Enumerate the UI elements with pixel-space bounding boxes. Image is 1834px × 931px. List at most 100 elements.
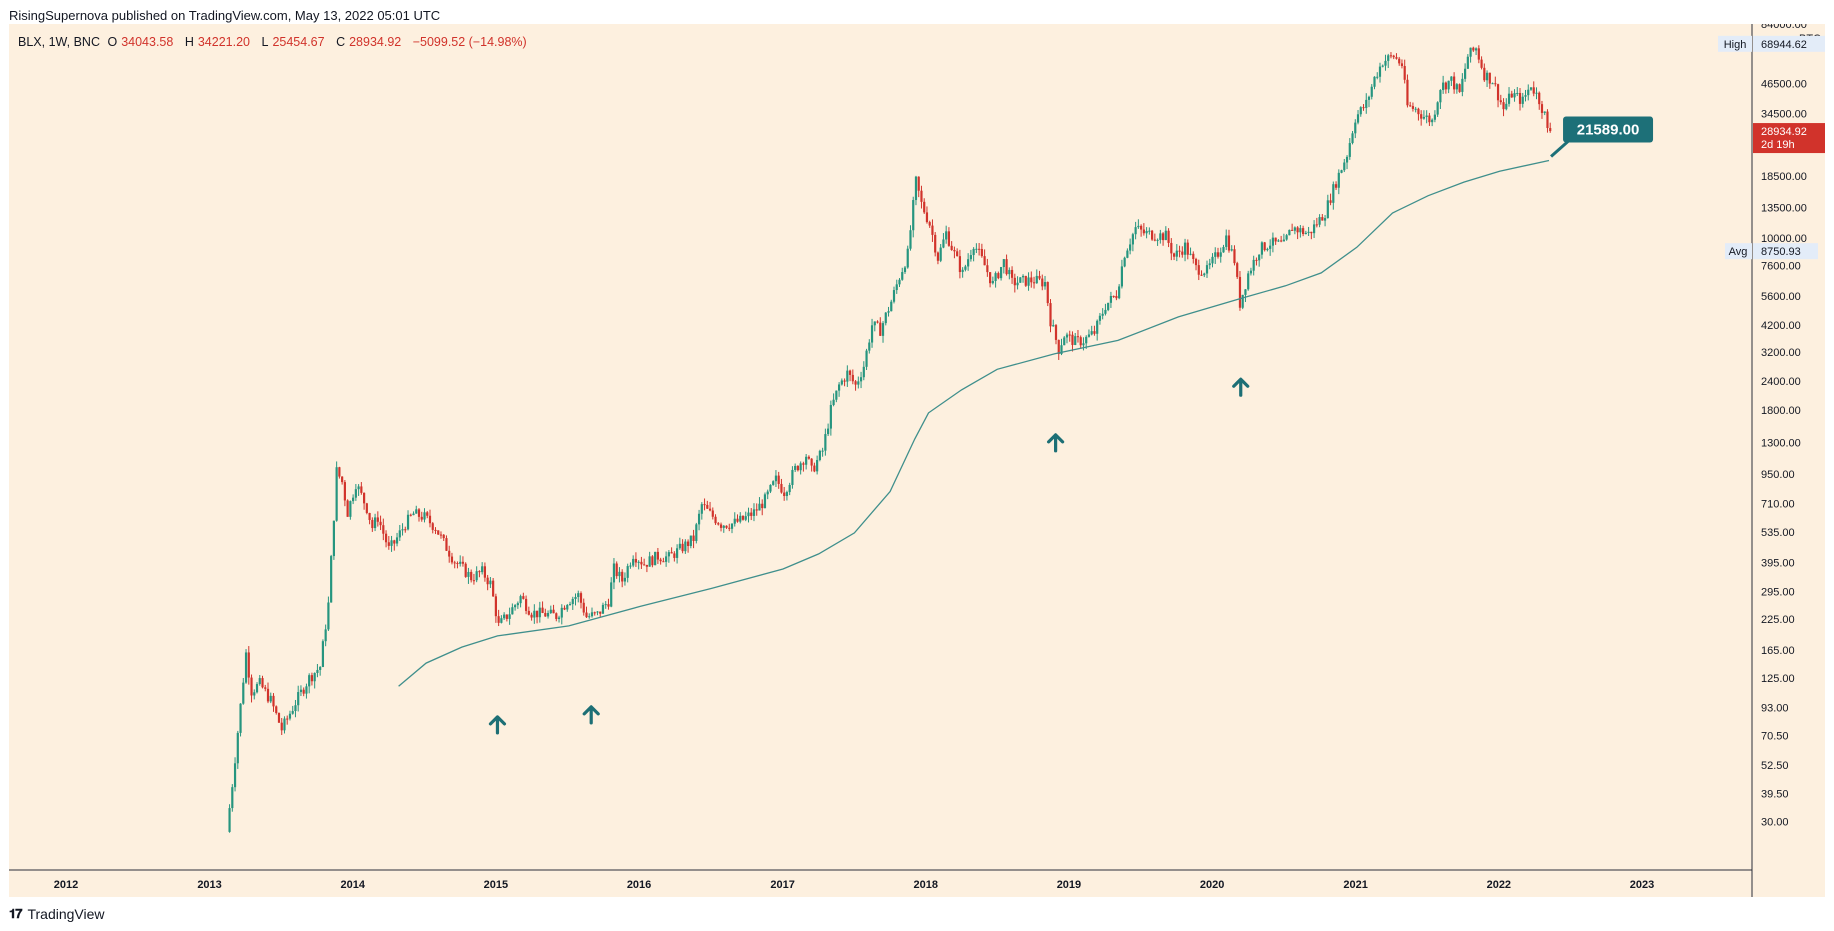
candle-body [1156, 239, 1159, 241]
candle-body [1131, 234, 1134, 245]
candle-body [524, 598, 528, 611]
candle-body [1112, 295, 1115, 297]
last-price-label: 28934.92 [1761, 126, 1807, 138]
candle-body [777, 475, 780, 484]
close-value: 28934.92 [349, 35, 402, 49]
candle-body [953, 249, 956, 252]
high-badge-label: High [1724, 39, 1747, 51]
candle-body [1510, 93, 1513, 98]
candle-body [321, 641, 325, 667]
candle-body [1140, 225, 1143, 230]
candle-body [1258, 254, 1261, 261]
candle-body [390, 540, 393, 546]
candle-body [1085, 336, 1088, 344]
candle-body [1293, 227, 1296, 231]
candle-body [1455, 84, 1458, 90]
candle-body [362, 492, 366, 504]
candle-body [835, 390, 838, 400]
candle-body [1315, 224, 1318, 226]
candle-body [1021, 275, 1025, 278]
y-tick-label: 3200.00 [1761, 347, 1801, 359]
candle-body [1433, 114, 1436, 120]
y-tick-label: 4200.00 [1761, 320, 1801, 332]
candle-body [1485, 72, 1489, 81]
candle-body [1351, 133, 1354, 144]
candle-body [459, 561, 462, 564]
candle-body [700, 504, 703, 514]
candle-body [999, 267, 1003, 279]
change-value: −5099.52 (−14.98%) [412, 35, 527, 49]
candle-body [654, 551, 657, 566]
candle-body [1348, 143, 1351, 157]
x-tick-label: 2019 [1057, 879, 1081, 891]
candle-body [923, 201, 926, 213]
candle-body [961, 269, 964, 273]
candle-body [1403, 66, 1406, 80]
candle-body [810, 458, 813, 466]
candle-body [412, 513, 415, 516]
symbol-label[interactable]: BLX, 1W, BNC [18, 35, 100, 49]
candle-body [247, 652, 250, 678]
candle-body [1392, 55, 1395, 58]
candle-body [275, 706, 278, 714]
candle-body [1263, 242, 1266, 251]
open-label: O [107, 35, 118, 49]
x-tick-label: 2023 [1630, 879, 1654, 891]
up-arrow-icon[interactable] [1047, 433, 1065, 453]
candle-body [898, 279, 901, 285]
footer-brand[interactable]: 𝟏𝟕 TradingView [9, 906, 105, 922]
up-arrow-icon[interactable] [1232, 377, 1250, 397]
x-tick-label: 2015 [484, 879, 508, 891]
candle-body [837, 384, 841, 391]
candle-body [571, 598, 574, 605]
price-chart[interactable]: 84000.00 46500.00 34500.00 18500.00 13500.00… [9, 24, 1825, 897]
candle-body [991, 280, 994, 284]
x-tick-label: 2016 [627, 879, 651, 891]
candle-body [725, 525, 728, 528]
close-label: C [336, 35, 346, 49]
candle-body [610, 582, 613, 607]
y-tick-label: 10000.00 [1761, 233, 1807, 245]
candle-body [1417, 108, 1420, 115]
candle-body [1244, 289, 1247, 295]
candle-body [997, 273, 1000, 279]
candle-body [1079, 337, 1082, 346]
candle-body [1381, 65, 1384, 67]
candle-body [774, 475, 778, 482]
up-arrow-icon[interactable] [582, 705, 600, 725]
candle-body [319, 666, 322, 670]
candle-body [629, 565, 632, 567]
candle-body [313, 672, 316, 682]
candle-body [1071, 334, 1074, 345]
candle-body [590, 612, 594, 617]
candle-body [1175, 250, 1178, 257]
up-arrow-icon[interactable] [488, 715, 507, 735]
candle-body [1411, 106, 1415, 109]
candle-body [354, 489, 357, 498]
ohlc-legend: BLX, 1W, BNC O 34043.58 H 34221.20 L 25454.… [18, 35, 531, 49]
candle-body [450, 556, 454, 563]
candle-body [417, 509, 421, 517]
candle-body [645, 564, 648, 567]
open-value: 34043.58 [121, 35, 174, 49]
y-tick-label: 295.00 [1761, 587, 1795, 599]
candle-body [794, 465, 797, 470]
candle-body [958, 256, 962, 273]
candle-body [244, 652, 248, 683]
avg-badge [1725, 243, 1752, 260]
candle-body [1200, 274, 1203, 276]
y-tick-label: 535.00 [1761, 527, 1795, 539]
candle-body [472, 580, 476, 582]
candle-body [730, 523, 734, 529]
callout-box[interactable] [1563, 116, 1654, 143]
candle-body [365, 503, 368, 513]
candle-body [1469, 47, 1472, 57]
candle-body [1035, 275, 1038, 284]
moving-average-line [398, 159, 1550, 687]
candle-body [942, 239, 945, 248]
chart-area[interactable] [9, 24, 1825, 897]
candle-body [755, 509, 758, 511]
candle-body [269, 695, 272, 702]
candle-body [1008, 269, 1011, 275]
candle-body [983, 256, 986, 266]
